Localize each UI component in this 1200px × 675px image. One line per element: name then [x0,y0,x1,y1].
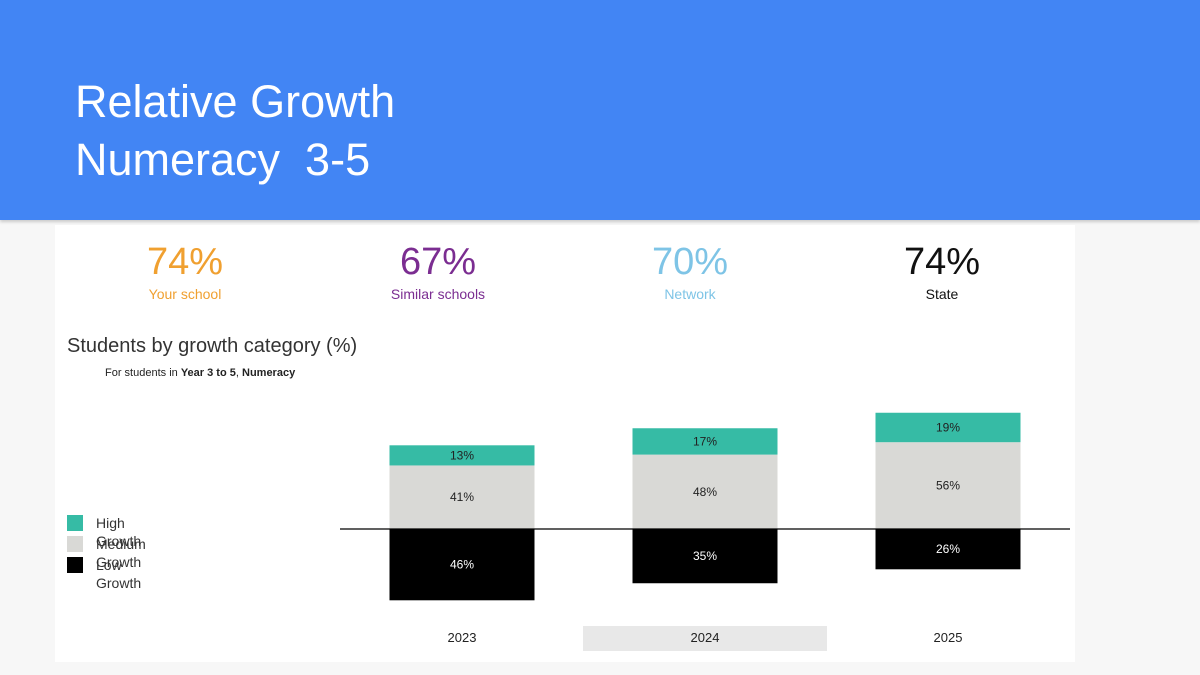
subtitle-sep: , [235,367,242,379]
legend-swatch-medium [67,536,83,552]
stat-value: 70% [651,241,729,283]
data-label-low: 46% [450,558,474,572]
stat-label: Network [664,286,716,302]
stat-your-school: 74% Your school [85,241,285,303]
stat-value: 74% [146,241,224,283]
stat-value: 67% [399,241,477,283]
stat-label: State [925,286,959,302]
category-tick-label: 2023 [448,630,477,645]
slide-header: Relative Growth Numeracy 3-5 [0,0,1200,220]
legend-label-medium: Medium Growth [96,536,146,570]
legend-label-high: High Growth [96,515,142,549]
legend-swatch-high [67,515,83,531]
bar-high-growth [632,428,778,455]
bar-medium-growth [632,454,778,529]
subtitle-subject: Numeracy [242,367,296,379]
bar-low-growth [875,529,1021,570]
category-tick-label: 2025 [934,630,963,645]
bar-high-growth [875,412,1021,443]
subtitle-prefix: For students in [105,367,181,379]
stat-value: 74% [903,241,981,283]
report-panel: 74% Your school 67% Similar schools 70% … [55,225,1075,662]
data-label-medium: 48% [693,485,717,499]
legend-label-low: Low Growth [96,557,142,591]
category-highlight [583,626,827,651]
stat-state: 74% State [842,241,1042,303]
bar-low-growth [632,529,778,584]
data-label-medium: 56% [936,479,960,493]
bar-low-growth [389,529,535,601]
data-label-high: 17% [693,434,717,448]
category-tick-label: 2024 [691,630,720,645]
stat-similar-schools: 67% Similar schools [338,241,538,303]
stat-label: Similar schools [390,286,486,302]
subtitle-year: Year 3 to 5 [180,367,236,379]
data-label-medium: 41% [450,490,474,504]
data-label-high: 13% [450,448,474,462]
chart-subtitle: For students in Year 3 to 5, Numeracy [105,367,295,379]
growth-chart: 13% 41% 46% 2023 17% 48% 35% 2024 19% 56% 26% 2025 [340,412,1070,651]
data-label-low: 35% [693,549,717,563]
bar-medium-growth [875,442,1021,529]
data-label-low: 26% [936,542,960,556]
stat-network: 70% Network [590,241,790,303]
stat-label: Your school [148,286,222,302]
slide-title-line-2: Numeracy 3-5 [75,134,371,185]
bar-high-growth [389,445,535,466]
bar-medium-growth [389,465,535,529]
slide-title-line-1: Relative Growth [75,76,396,127]
chart-title: Students by growth category (%) [67,335,358,357]
data-label-high: 19% [936,420,960,434]
legend-swatch-low [67,557,83,573]
